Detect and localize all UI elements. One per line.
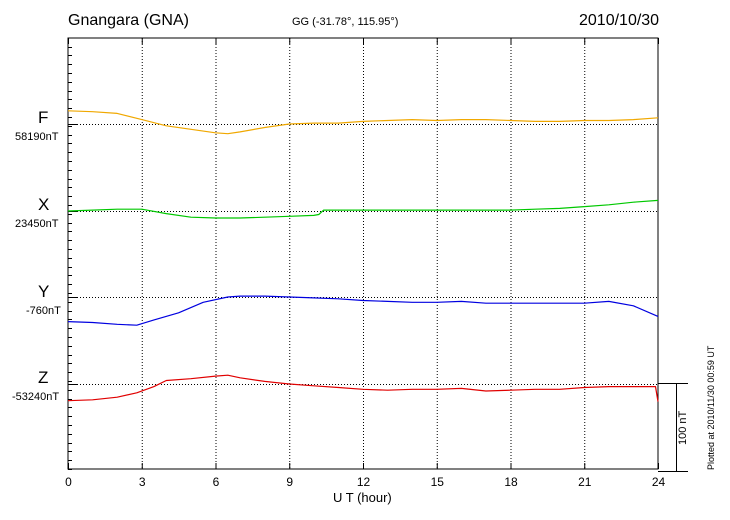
plotted-timestamp: Plotted at 2010/11/30 00:59 UT — [706, 345, 716, 470]
label-f: F — [38, 108, 49, 127]
baseline-z: -53240nT — [12, 391, 60, 403]
baseline-y: -760nT — [26, 305, 61, 317]
station-coordinates: GG (-31.78°, 115.95°) — [292, 16, 399, 28]
label-y: Y — [38, 282, 50, 301]
x-tick-label-9: 9 — [286, 475, 293, 489]
label-z: Z — [38, 368, 49, 387]
series-line-f — [67, 110, 659, 135]
x-tick-label-15: 15 — [431, 475, 445, 489]
x-tick-label-12: 12 — [357, 475, 371, 489]
x-tick-label-6: 6 — [213, 475, 220, 489]
baseline-x: 23450nT — [15, 218, 59, 230]
scale-bar-label: 100 nT — [677, 410, 689, 445]
series-line-z — [67, 374, 659, 402]
x-tick-label-18: 18 — [504, 475, 518, 489]
station-title: Gnangara (GNA) — [68, 12, 189, 29]
plot-date: 2010/10/30 — [579, 12, 660, 29]
baseline-f: 58190nT — [15, 131, 59, 143]
x-tick-label-0: 0 — [65, 475, 72, 489]
label-x: X — [38, 195, 50, 214]
x-axis-label: U T (hour) — [333, 490, 392, 505]
x-tick-label-21: 21 — [578, 475, 592, 489]
x-tick-label-24: 24 — [652, 475, 666, 489]
x-tick-label-3: 3 — [139, 475, 146, 489]
series-line-x — [67, 199, 659, 219]
series-line-y — [67, 295, 659, 326]
